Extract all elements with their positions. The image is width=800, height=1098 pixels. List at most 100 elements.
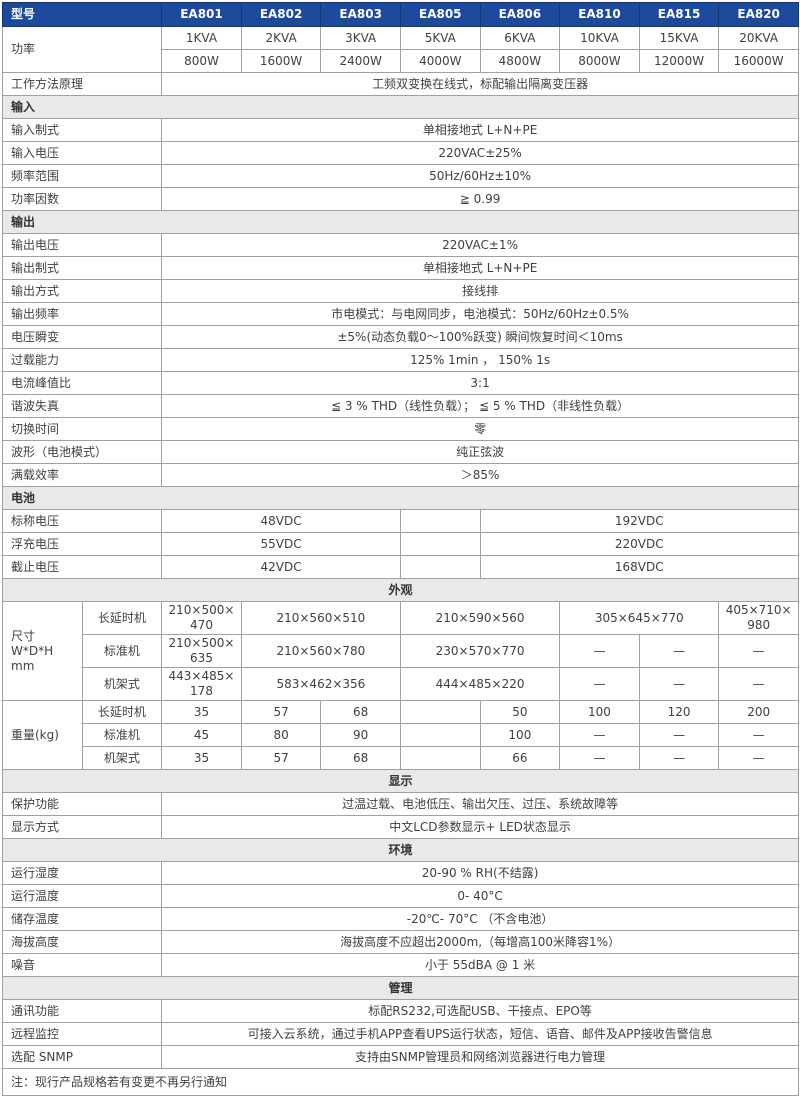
spec-row: 输出方式 接线排: [1, 279, 799, 303]
dimension-value: 230×570×770: [399, 634, 561, 668]
battery-row: 浮充电压 55VDC 220VDC: [1, 532, 799, 556]
dimension-value: 583×462×356: [240, 667, 401, 701]
weight-value: 100: [559, 700, 640, 724]
row-value: 海拔高度不应超出2000m,（每增高100米降容1%）: [161, 930, 799, 954]
dimension-label: 尺寸 W*D*H mm: [2, 601, 83, 701]
model-header-cell: EA815: [638, 2, 720, 27]
dimension-sub-label: 长延时机: [81, 601, 163, 635]
row-label: 噪音: [1, 953, 163, 977]
row-label: 截止电压: [1, 555, 163, 579]
spec-row: 波形（电池模式） 纯正弦波: [1, 440, 799, 464]
power-watt-cell: 800W: [161, 49, 242, 73]
power-label: 功率: [1, 26, 163, 73]
section-header-display: 显示: [2, 769, 799, 793]
weight-value: 57: [240, 746, 322, 770]
model-header-row: 型号 EA801 EA802 EA803 EA805 EA806 EA810 E…: [1, 2, 799, 27]
row-value: 标配RS232,可选配USB、干接点、EPO等: [161, 999, 799, 1023]
row-value: 过温过载、电池低压、输出欠压、过压、系统故障等: [161, 792, 799, 816]
spec-row: 输出电压 220VAC±1%: [1, 233, 799, 257]
dimension-value: —: [718, 667, 799, 701]
row-value: 50Hz/60Hz±10%: [161, 164, 799, 188]
spec-row: 运行湿度 20-90 % RH(不结露): [1, 861, 799, 885]
dimension-row: 机架式 443×485×178 583×462×356 444×485×220 …: [3, 667, 799, 701]
row-value: 小于 55dBA @ 1 米: [161, 953, 799, 977]
power-kva-cell: 1KVA: [161, 26, 242, 50]
power-kva-cell: 3KVA: [320, 26, 401, 50]
row-value: 可接入云系统，通过手机APP查看UPS运行状态，短信、语音、邮件及APP接收告警…: [161, 1022, 799, 1046]
spec-row: 输出频率 市电模式：与电网同步，电池模式：50Hz/60Hz±0.5%: [1, 302, 799, 326]
section-header-appearance: 外观: [2, 578, 799, 602]
dimension-value: —: [718, 634, 799, 668]
power-kva-cell: 2KVA: [240, 26, 322, 50]
spec-row: 电压瞬变 ±5%(动态负载0～100%跃变) 瞬间恢复时间＜10ms: [1, 325, 799, 349]
row-label: 电流峰值比: [1, 371, 163, 395]
section-title: 电池: [2, 486, 799, 510]
section-header-battery: 电池: [2, 486, 799, 510]
spec-row: 运行温度 0- 40°C: [1, 884, 799, 908]
power-kva-cell: 5KVA: [399, 26, 481, 50]
row-label: 过载能力: [1, 348, 163, 372]
section-title: 管理: [2, 976, 799, 1000]
battery-mid-value: [399, 555, 481, 579]
weight-value: 100: [479, 723, 561, 747]
weight-value: 68: [320, 746, 401, 770]
weight-value: 45: [161, 723, 242, 747]
row-value: 中文LCD参数显示+ LED状态显示: [161, 815, 799, 839]
power-watt-cell: 4800W: [479, 49, 561, 73]
power-watt-cell: 2400W: [320, 49, 401, 73]
row-label: 谐波失真: [1, 394, 163, 418]
spec-row: 切换时间 零: [1, 417, 799, 441]
section-title: 环境: [2, 838, 799, 862]
weight-value: —: [638, 746, 720, 770]
battery-high-value: 168VDC: [479, 555, 799, 579]
note-row: 注：现行产品规格若有变更不再另行通知: [2, 1068, 799, 1096]
weight-value: 35: [161, 700, 242, 724]
weight-value: —: [718, 723, 799, 747]
row-label: 运行温度: [1, 884, 163, 908]
dimension-value: 444×485×220: [399, 667, 561, 701]
model-header-cell: EA805: [399, 2, 481, 27]
battery-low-value: 42VDC: [161, 555, 401, 579]
row-value: 3:1: [161, 371, 799, 395]
row-label: 通讯功能: [1, 999, 163, 1023]
model-header-label: 型号: [1, 2, 163, 27]
weight-value: 57: [240, 700, 322, 724]
row-value: 单相接地式 L+N+PE: [161, 118, 799, 142]
row-label: 远程监控: [1, 1022, 163, 1046]
section-title: 外观: [2, 578, 799, 602]
spec-row: 储存温度 -20℃- 70°C （不含电池）: [1, 907, 799, 931]
weight-value: 120: [638, 700, 720, 724]
spec-row: 远程监控 可接入云系统，通过手机APP查看UPS运行状态，短信、语音、邮件及AP…: [1, 1022, 799, 1046]
row-label: 波形（电池模式）: [1, 440, 163, 464]
row-label: 电压瞬变: [1, 325, 163, 349]
row-label: 输出频率: [1, 302, 163, 326]
spec-row: 输出制式 单相接地式 L+N+PE: [1, 256, 799, 280]
spec-row: 通讯功能 标配RS232,可选配USB、干接点、EPO等: [1, 999, 799, 1023]
note-text: 注：现行产品规格若有变更不再另行通知: [2, 1068, 799, 1096]
weight-row: 机架式 35 57 68 66 — — —: [3, 746, 799, 770]
row-value: 零: [161, 417, 799, 441]
row-label: 标称电压: [1, 509, 163, 533]
power-kva-cell: 15KVA: [638, 26, 720, 50]
row-label: 功率因数: [1, 187, 163, 211]
dimension-value: 443×485×178: [161, 667, 242, 701]
dimension-value: 305×645×770: [559, 601, 720, 635]
row-label: 显示方式: [1, 815, 163, 839]
row-label: 保护功能: [1, 792, 163, 816]
row-label: 运行湿度: [1, 861, 163, 885]
model-header-cell: EA820: [718, 2, 799, 27]
dimension-value: —: [638, 634, 720, 668]
spec-row: 电流峰值比 3:1: [1, 371, 799, 395]
weight-value: 66: [479, 746, 561, 770]
model-header-cell: EA806: [479, 2, 561, 27]
weight-value: 68: [320, 700, 401, 724]
row-label: 输入电压: [1, 141, 163, 165]
row-label: 浮充电压: [1, 532, 163, 556]
row-value: ≧ 0.99: [161, 187, 799, 211]
row-value: 0- 40°C: [161, 884, 799, 908]
dimension-value: 210×560×780: [240, 634, 401, 668]
battery-row: 标称电压 48VDC 192VDC: [1, 509, 799, 533]
section-header-environment: 环境: [2, 838, 799, 862]
weight-value: —: [559, 723, 640, 747]
